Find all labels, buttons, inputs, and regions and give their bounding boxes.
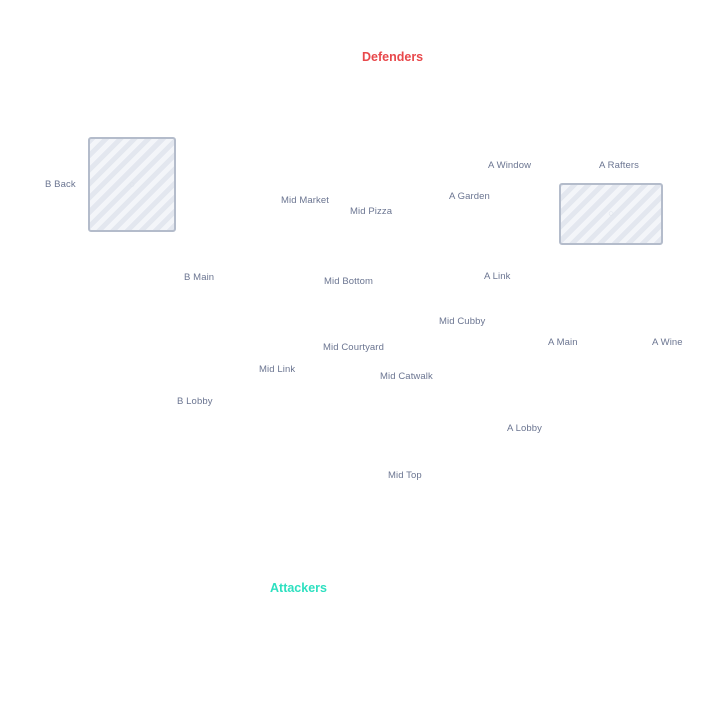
attackers-spawn-label: Attackers [270, 581, 327, 595]
callout-mid-top[interactable]: Mid Top [388, 470, 422, 481]
callout-a-rafters[interactable]: A Rafters [599, 160, 639, 171]
callout-a-garden[interactable]: A Garden [449, 191, 490, 202]
b-site-area[interactable]: ○ [88, 137, 176, 232]
callout-mid-link[interactable]: Mid Link [259, 364, 296, 375]
callout-b-back[interactable]: B Back [45, 179, 76, 190]
callout-mid-cubby[interactable]: Mid Cubby [439, 316, 486, 327]
callout-mid-courtyard[interactable]: Mid Courtyard [323, 342, 384, 353]
callout-a-wine[interactable]: A Wine [652, 337, 683, 348]
callout-mid-bottom[interactable]: Mid Bottom [324, 276, 374, 287]
callout-mid-catwalk[interactable]: Mid Catwalk [380, 371, 433, 382]
callout-mid-pizza[interactable]: Mid Pizza [350, 206, 393, 217]
defenders-spawn-label: Defenders [362, 50, 424, 64]
callout-mid-market[interactable]: Mid Market [281, 195, 329, 206]
a-site-marker-icon: ○ [607, 208, 615, 220]
callout-a-main[interactable]: A Main [548, 337, 578, 348]
b-site-marker-icon: ○ [128, 179, 136, 190]
callout-a-lobby[interactable]: A Lobby [507, 423, 543, 434]
callout-b-main[interactable]: B Main [184, 272, 215, 283]
callout-a-window[interactable]: A Window [488, 160, 532, 171]
callout-b-lobby[interactable]: B Lobby [177, 396, 213, 407]
callout-a-link[interactable]: A Link [484, 271, 511, 282]
a-site-area[interactable]: ○ [559, 183, 663, 245]
